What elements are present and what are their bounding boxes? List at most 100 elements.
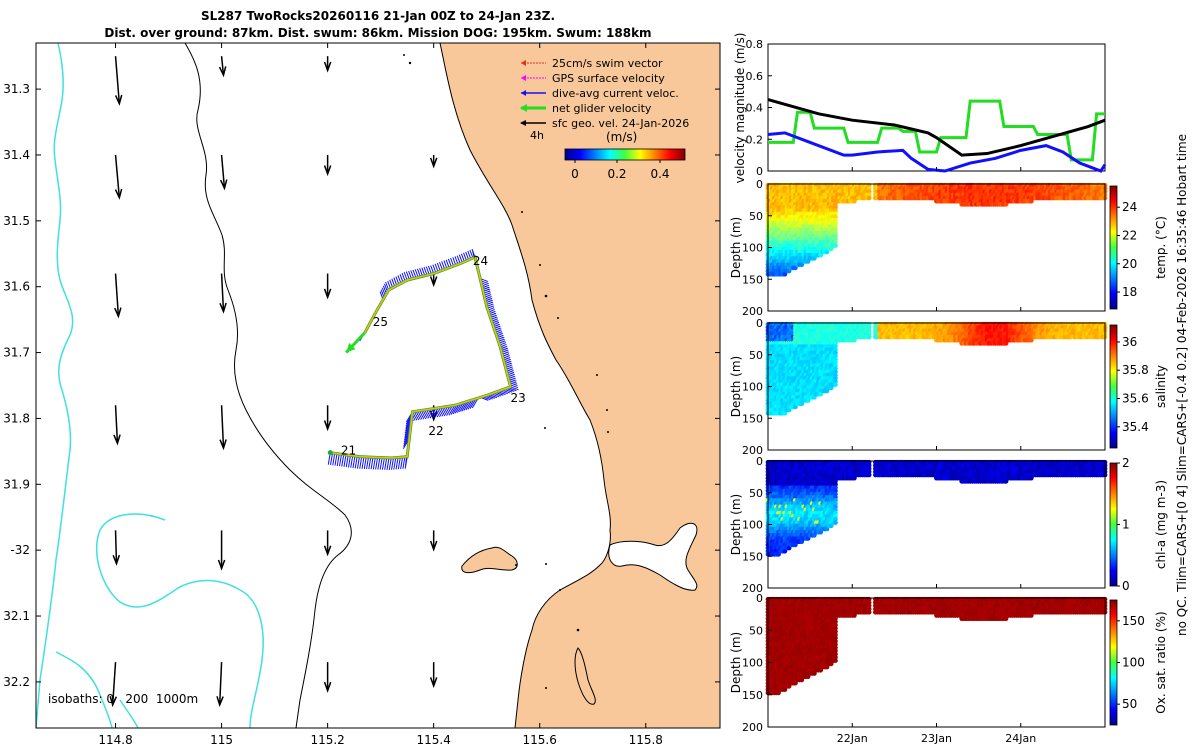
section-colorbar bbox=[1109, 324, 1118, 449]
map-colorbar bbox=[564, 148, 686, 161]
geo-vector bbox=[429, 154, 438, 169]
colorbar-tick: 18 bbox=[1122, 285, 1137, 299]
legend-geo-label: sfc geo. vel. 24-Jan-2026 bbox=[552, 117, 689, 130]
geo-vector bbox=[219, 405, 227, 451]
velocity-ytick-1: 0.2 bbox=[746, 133, 764, 146]
geo-vector bbox=[114, 154, 123, 200]
legend-swim-head bbox=[521, 60, 526, 66]
map-frame bbox=[35, 42, 721, 729]
section-ytick: 200 bbox=[742, 305, 763, 318]
section-ylabel: Depth (m) bbox=[729, 494, 743, 555]
colorbar-tick: 0 bbox=[1122, 579, 1130, 593]
map-xtick-5: 115.8 bbox=[629, 733, 663, 747]
section-ytick: 100 bbox=[742, 381, 763, 394]
section-ytick: 0 bbox=[756, 178, 763, 191]
rottnest-island bbox=[461, 546, 518, 574]
section-ytick: 150 bbox=[742, 689, 763, 702]
section-ytick: 50 bbox=[749, 349, 763, 362]
isobath-200m-c bbox=[55, 651, 113, 728]
time-tick-0: 22Jan bbox=[837, 732, 868, 745]
isobath-200m-d bbox=[119, 699, 139, 728]
legend-current-label: dive-avg current veloc. bbox=[552, 87, 679, 100]
map-ytick-4: 31.7 bbox=[3, 346, 30, 360]
day-label-25: 25 bbox=[373, 315, 388, 329]
geo-vector bbox=[323, 530, 332, 557]
velocity-ytick-4: 0.8 bbox=[746, 38, 764, 51]
velocity-series bbox=[767, 98, 1107, 173]
geo-vector bbox=[323, 273, 332, 300]
colorbar-tick: 36 bbox=[1122, 335, 1137, 349]
reef-dots bbox=[403, 54, 609, 689]
section-ytick: 150 bbox=[742, 273, 763, 286]
legend-gps-head bbox=[521, 75, 526, 81]
geo-vector bbox=[429, 530, 438, 552]
map-xtick-4: 115.6 bbox=[523, 733, 557, 747]
map-colorbar-tick-2: 0.4 bbox=[650, 167, 669, 181]
garden-island bbox=[574, 647, 596, 705]
map-ytick-2: 31.5 bbox=[3, 214, 30, 228]
colorbar-tick: 20 bbox=[1122, 257, 1137, 271]
velocity-panel: 0 0.2 0.4 0.6 0.8 velocity magnitude (m/s) bbox=[733, 33, 1107, 183]
map-ytick-1: 31.4 bbox=[3, 148, 30, 162]
geo-vector bbox=[109, 662, 118, 708]
geo-vector bbox=[112, 530, 121, 566]
geo-vector bbox=[323, 56, 332, 73]
geo-vector bbox=[323, 662, 332, 693]
geo-vector bbox=[114, 56, 123, 106]
isobaths-label: isobaths: 0 200 1000m bbox=[48, 692, 198, 706]
colorbar-tick: 24 bbox=[1122, 200, 1137, 214]
track-line-inner bbox=[330, 255, 512, 459]
section-colorbar bbox=[1109, 185, 1118, 310]
colorbar-tick: 100 bbox=[1122, 656, 1145, 670]
map-ytick-7: -32 bbox=[10, 543, 30, 557]
geo-vector bbox=[323, 154, 332, 177]
colorbar-tick: 2 bbox=[1122, 456, 1130, 470]
section-ytick: 50 bbox=[749, 210, 763, 223]
map-legend: 25cm/s swim vector GPS surface velocity … bbox=[520, 57, 689, 181]
section-ytick: 50 bbox=[749, 624, 763, 637]
legend-4h-note: 4h bbox=[530, 129, 544, 142]
section-panel-temperature: 0 50 100 150 200 Depth (m) 18 20 22 24 temp. (°C) bbox=[729, 178, 1168, 318]
map-ytick-3: 31.6 bbox=[3, 280, 30, 294]
legend-swim-label: 25cm/s swim vector bbox=[552, 57, 663, 70]
colorbar-tick: 50 bbox=[1122, 697, 1137, 711]
time-tick-1: 23Jan bbox=[921, 732, 952, 745]
map-ytick-0: 31.3 bbox=[3, 82, 30, 96]
map-ytick-9: 32.2 bbox=[3, 675, 30, 689]
legend-current-head bbox=[521, 90, 526, 96]
glider-track bbox=[327, 248, 519, 471]
legend-geo-head bbox=[520, 120, 526, 126]
colorbar-label: temp. (°C) bbox=[1154, 216, 1168, 279]
colorbar-label: Ox. sat. ratio (%) bbox=[1154, 611, 1168, 713]
geo-vector bbox=[429, 662, 438, 689]
net-velocity-head bbox=[346, 343, 356, 353]
map-ticks: 114.8 115 115.2 115.4 115.6 115.8 31.3 31.4 31.5… bbox=[3, 43, 720, 747]
colorbar-label: salinity bbox=[1154, 365, 1168, 408]
geo-vector bbox=[429, 273, 438, 288]
section-ytick: 0 bbox=[756, 317, 763, 330]
isobath-200m bbox=[36, 43, 74, 728]
day-labels: 21 22 23 24 25 bbox=[341, 254, 526, 458]
section-ytick: 100 bbox=[742, 519, 763, 532]
geo-vector bbox=[218, 56, 227, 78]
map-ytick-5: 31.8 bbox=[3, 411, 30, 425]
map-colorbar-tick-0: 0 bbox=[571, 167, 579, 181]
section-ytick: 0 bbox=[756, 455, 763, 468]
section-ylabel: Depth (m) bbox=[729, 217, 743, 278]
colorbar-tick: 35.8 bbox=[1122, 363, 1149, 377]
section-ytick: 50 bbox=[749, 487, 763, 500]
colorbar-tick: 35.6 bbox=[1122, 392, 1149, 406]
section-ytick: 150 bbox=[742, 550, 763, 563]
section-ytick: 100 bbox=[742, 242, 763, 255]
geo-vector bbox=[217, 530, 226, 571]
map-xtick-3: 115.4 bbox=[416, 733, 450, 747]
velocity-ytick-3: 0.6 bbox=[746, 70, 764, 83]
estuary bbox=[608, 522, 698, 591]
section-ytick: 100 bbox=[742, 657, 763, 670]
geo-vector bbox=[113, 405, 121, 446]
map-ytick-6: 31.9 bbox=[3, 477, 30, 491]
section-ytick: 200 bbox=[742, 582, 763, 595]
geo-vector bbox=[114, 273, 122, 319]
